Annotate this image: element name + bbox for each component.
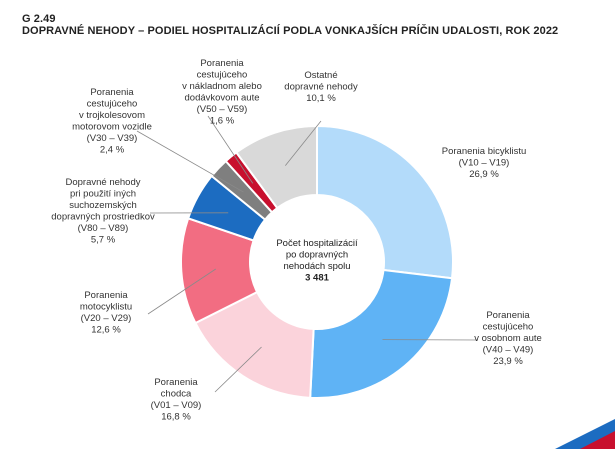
slice-label-line: dodávkovom aute — [185, 93, 260, 104]
slice-label-line: motorovom vozidle — [72, 122, 152, 133]
chart-labels: Poranenia bicyklistu (V10 – V19) 26,9 %Por… — [51, 58, 542, 423]
slice-label-line: (V10 – V19) — [459, 158, 510, 169]
leader-line — [136, 130, 244, 193]
donut-slice — [309, 268, 454, 399]
slice-label: Poranenia motocyklistu (V20 – V29) 12,6 % — [80, 290, 132, 336]
center-value: 3 481 — [305, 273, 329, 284]
figure-code: G 2.49 — [22, 13, 56, 25]
slice-label-line: 10,1 % — [306, 93, 336, 104]
slice-label-line: v nákladnom alebo — [182, 81, 262, 92]
slice-label-line: 2,4 % — [100, 145, 125, 156]
slice-label-line: Poranenia bicyklistu — [442, 146, 527, 157]
center-label-line: po dopravných — [286, 250, 348, 261]
slice-label-line: v trojkolesovom — [79, 110, 145, 121]
slice-label-line: 5,7 % — [91, 235, 116, 246]
leader-line — [214, 346, 262, 393]
slice-label-line: 12,6 % — [91, 325, 121, 336]
slice-label-line: chodca — [161, 389, 192, 400]
slice-label-line: Poranenia — [486, 310, 530, 321]
slice-label: Dopravné nehody pri použití iných suchozem… — [51, 177, 155, 246]
slice-label-line: (V30 – V39) — [87, 133, 138, 144]
leader-line — [207, 115, 254, 184]
center-label-line: nehodách spolu — [283, 261, 350, 272]
slice-label-line: Poranenia — [90, 87, 134, 98]
slice-label-line: Poranenia — [154, 377, 198, 388]
slice-label-line: suchozemských — [69, 200, 137, 211]
slice-label-line: dopravných prostriedkov — [51, 212, 155, 223]
slice-label: Poranenia chodca (V01 – V09) 16,8 % — [151, 377, 202, 423]
slice-label-line: pri použití iných — [70, 189, 136, 200]
slice-label-line: (V40 – V49) — [483, 345, 534, 356]
slice-label-line: cestujúceho — [483, 322, 534, 333]
slice-label-line: (V20 – V29) — [81, 313, 132, 324]
slice-label-line: (V50 – V59) — [197, 104, 248, 115]
slice-label-line: cestujúceho — [197, 70, 248, 81]
slice-label-line: cestujúceho — [87, 99, 138, 110]
slice-label-line: (V80 – V89) — [78, 223, 129, 234]
slice-label-line: 23,9 % — [493, 356, 523, 367]
slice-label-line: (V01 – V09) — [151, 400, 202, 411]
center-label-line: Počet hospitalizácií — [276, 238, 358, 249]
slice-label-line: 1,6 % — [210, 116, 235, 127]
center-label: Počet hospitalizácií po dopravných nehodác… — [276, 238, 358, 284]
slice-label: Poranenia cestujúceho v osobnom aute (V40 –… — [474, 310, 542, 367]
donut-slice — [316, 124, 454, 280]
slice-label-line: motocyklistu — [80, 302, 132, 313]
slice-label-line: v osobnom aute — [474, 333, 542, 344]
slice-label-line: Poranenia — [84, 290, 128, 301]
leader-line — [285, 120, 322, 166]
chart-leader-lines — [136, 115, 479, 393]
slice-label-line: 26,9 % — [469, 169, 499, 180]
slice-label: Poranenia bicyklistu (V10 – V19) 26,9 % — [442, 146, 527, 180]
slice-label-line: Poranenia — [200, 58, 244, 69]
chart-slices — [180, 124, 454, 399]
leader-line — [147, 268, 216, 315]
slice-label-line: Dopravné nehody — [66, 177, 141, 188]
slice-label-line: Ostatné — [304, 70, 337, 81]
slice-label: Ostatné dopravné nehody 10,1 % — [284, 70, 358, 104]
figure-header: G 2.49DOPRAVNÉ NEHODY – PODIEL HOSPITALI… — [22, 13, 615, 37]
slice-label: Poranenia cestujúceho v nákladnom alebo dod… — [182, 58, 262, 127]
center-text: Počet hospitalizácií po dopravných nehodác… — [276, 238, 358, 284]
figure-title: DOPRAVNÉ NEHODY – PODIEL HOSPITALIZÁCIÍ … — [22, 25, 559, 37]
page-corner-decoration — [555, 419, 615, 449]
slice-label-line: dopravné nehody — [284, 82, 358, 93]
slice-label-line: 16,8 % — [161, 412, 191, 423]
slice-label: Poranenia cestujúceho v trojkolesovom motor… — [72, 87, 152, 156]
